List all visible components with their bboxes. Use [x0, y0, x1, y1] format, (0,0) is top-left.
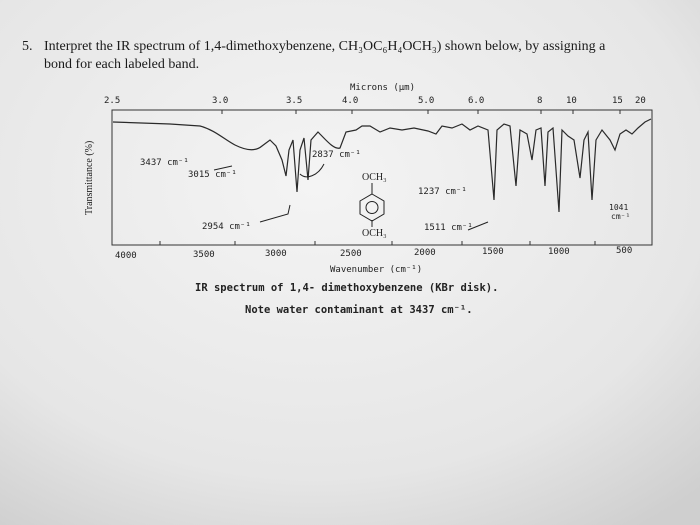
top-tick: 3.5	[286, 96, 302, 106]
bottom-ticks: 4000 3500 3000 2500 2000 1500 1000 500	[115, 246, 632, 261]
substituent: OCH₃	[362, 172, 387, 183]
band-label: 3437 cm⁻¹	[140, 158, 189, 168]
spectrum-trace	[112, 118, 652, 213]
bottom-tick: 1000	[548, 247, 570, 257]
top-tick: 5.0	[418, 96, 434, 106]
band-label: 2954 cm⁻¹	[202, 222, 251, 232]
band-label: 2837 cm⁻¹	[312, 150, 361, 160]
question-line: bond for each labeled band.	[44, 57, 199, 72]
bottom-axis-title: Wavenumber (cm⁻¹)	[330, 265, 422, 275]
annotation-lines	[213, 163, 489, 231]
band-label: 1511 cm⁻¹	[424, 223, 473, 233]
top-tick: 6.0	[468, 96, 484, 106]
band-label: 1237 cm⁻¹	[418, 187, 467, 197]
bottom-tick: 3500	[193, 250, 215, 260]
top-tick: 8	[537, 96, 542, 106]
top-tick: 10	[566, 96, 577, 106]
annotations: 3437 cm⁻¹ 3015 cm⁻¹ 2954 cm⁻¹ 2837 cm⁻¹ …	[140, 150, 630, 239]
bottom-tick: 3000	[265, 249, 287, 259]
bottom-tick: 500	[616, 246, 632, 256]
band-label: cm⁻¹	[611, 212, 630, 221]
top-axis-title: Microns (μm)	[350, 83, 415, 93]
top-ticks: 2.5 3.0 3.5 4.0 5.0 6.0 8 10 15 20	[104, 96, 646, 106]
top-tick: 15	[612, 96, 623, 106]
question-line: Interpret the IR spectrum of 1,4-dimetho…	[44, 39, 606, 54]
figure-note: Note water contaminant at 3437 cm⁻¹.	[245, 304, 473, 316]
top-tick: 2.5	[104, 96, 120, 106]
y-axis-title: Transmittance (%)	[84, 141, 95, 215]
substituent: OCH₃	[362, 228, 387, 239]
bottom-tick: 2000	[414, 248, 436, 258]
top-tick: 3.0	[212, 96, 228, 106]
question-number: 5.	[22, 39, 33, 54]
tick-marks	[159, 110, 621, 245]
figure-caption: IR spectrum of 1,4- dimethoxybenzene (KB…	[195, 282, 498, 294]
bottom-tick: 1500	[482, 247, 504, 257]
top-tick: 4.0	[342, 96, 358, 106]
plot-frame	[111, 109, 653, 246]
bottom-tick: 4000	[115, 251, 137, 261]
band-label: 3015 cm⁻¹	[188, 170, 237, 180]
band-label: 1041	[609, 203, 628, 212]
bottom-tick: 2500	[340, 249, 362, 259]
top-tick: 20	[635, 96, 646, 106]
